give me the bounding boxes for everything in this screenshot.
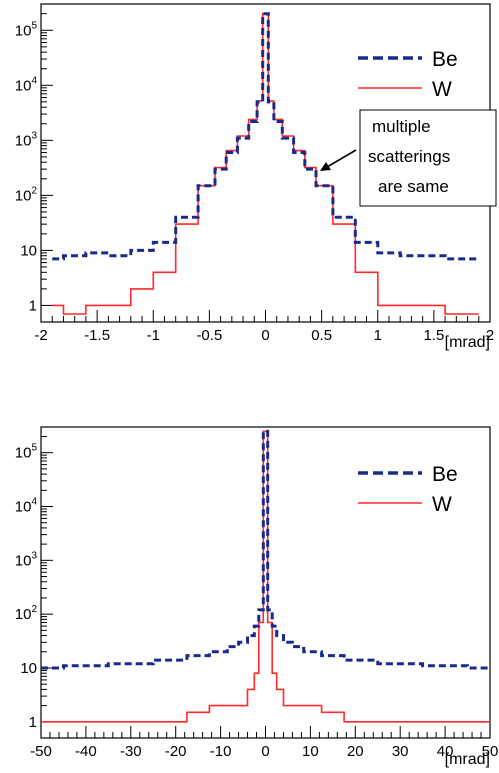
bottom-chart: -50 -40 -30 -20 -10 0 10 20 30 40 5011010210310410…	[15, 426, 499, 768]
bottom-x-axis-label: [mrad]	[445, 751, 490, 768]
top-y-tick-exp: 2	[31, 185, 37, 196]
top-chart: -2 -1.5 -1 -0.5 0 0.5 1 1.5 2110102103104105[mra…	[15, 3, 497, 351]
top-annotation-box	[359, 109, 497, 207]
bottom-x-tick-label: -30	[120, 743, 142, 760]
top-legend-w-label: W	[432, 78, 452, 101]
bottom-y-tick-base: 10	[15, 445, 32, 462]
top-y-tick-base: 10	[15, 187, 32, 204]
top-y-tick-label: 104	[15, 75, 38, 94]
top-x-tick-label: -1.5	[84, 327, 110, 344]
bottom-x-tick-label: 40	[437, 743, 454, 760]
bottom-y-tick-label: 104	[15, 497, 38, 516]
top-y-tick-label: 102	[15, 185, 38, 204]
bottom-plot-frame	[40, 426, 491, 739]
bottom-series-be	[41, 429, 490, 670]
top-y-tick-base: 10	[15, 77, 32, 94]
top-annotation-line: are same	[378, 177, 449, 196]
top-series-w	[52, 12, 479, 315]
bottom-x-tick-label: 50	[482, 743, 499, 760]
top-annotation-line: scatterings	[368, 147, 450, 166]
top-y-tick-exp: 3	[31, 130, 37, 141]
bottom-x-tick-label: 20	[347, 743, 364, 760]
top-y-tick-base: 10	[15, 132, 32, 149]
top-x-tick-label: -2	[34, 327, 47, 344]
bottom-y-tick-label: 105	[15, 443, 38, 462]
bottom-x-tick-label: -10	[210, 743, 232, 760]
top-y-tick-base: 1	[29, 297, 37, 314]
bottom-y-tick-exp: 2	[31, 604, 37, 615]
top-y-tick-label: 105	[15, 20, 38, 39]
top-y-tick-exp: 5	[31, 20, 37, 31]
top-y-tick-label: 10	[20, 242, 37, 259]
bottom-x-tick-label: 30	[392, 743, 409, 760]
top-legend-be-label: Be	[432, 48, 458, 71]
bottom-x-tick-label: -40	[75, 743, 97, 760]
bottom-legend-w-label: W	[432, 493, 452, 516]
top-x-tick-label: 0	[261, 327, 269, 344]
bottom-y-tick-base: 10	[15, 552, 32, 569]
top-y-tick-exp: 4	[31, 75, 37, 86]
bottom-series-w	[41, 430, 490, 723]
bottom-x-tick-label: -20	[165, 743, 187, 760]
bottom-y-tick-base: 1	[29, 714, 37, 731]
top-x-tick-label: -1	[147, 327, 160, 344]
top-y-tick-label: 1	[29, 297, 37, 314]
top-annotation-line: multiple	[372, 117, 431, 136]
top-x-tick-label: 1.5	[423, 327, 444, 344]
bottom-y-tick-exp: 3	[31, 550, 37, 561]
top-x-axis-label: [mrad]	[445, 334, 490, 351]
bottom-x-tick-label: 10	[302, 743, 319, 760]
bottom-y-tick-label: 103	[15, 550, 38, 569]
bottom-y-tick-label: 102	[15, 604, 38, 623]
bottom-y-tick-label: 10	[20, 660, 37, 677]
bottom-y-tick-exp: 4	[31, 497, 37, 508]
bottom-y-tick-base: 10	[15, 499, 32, 516]
bottom-y-tick-exp: 5	[31, 443, 37, 454]
top-x-tick-label: 2	[486, 327, 494, 344]
top-series-be	[52, 12, 479, 261]
top-x-tick-label: 1	[374, 327, 382, 344]
top-y-tick-base: 10	[20, 242, 37, 259]
bottom-y-tick-base: 10	[20, 660, 37, 677]
bottom-y-tick-base: 10	[15, 606, 32, 623]
bottom-y-tick-label: 1	[29, 714, 37, 731]
top-y-tick-base: 10	[15, 22, 32, 39]
bottom-x-tick-label: -50	[30, 743, 52, 760]
top-x-tick-label: -0.5	[196, 327, 222, 344]
top-x-tick-label: 0.5	[311, 327, 332, 344]
bottom-legend-be-label: Be	[432, 463, 458, 486]
top-y-tick-label: 103	[15, 130, 38, 149]
top-annotation-arrowhead	[320, 162, 331, 171]
bottom-x-tick-label: 0	[261, 743, 269, 760]
